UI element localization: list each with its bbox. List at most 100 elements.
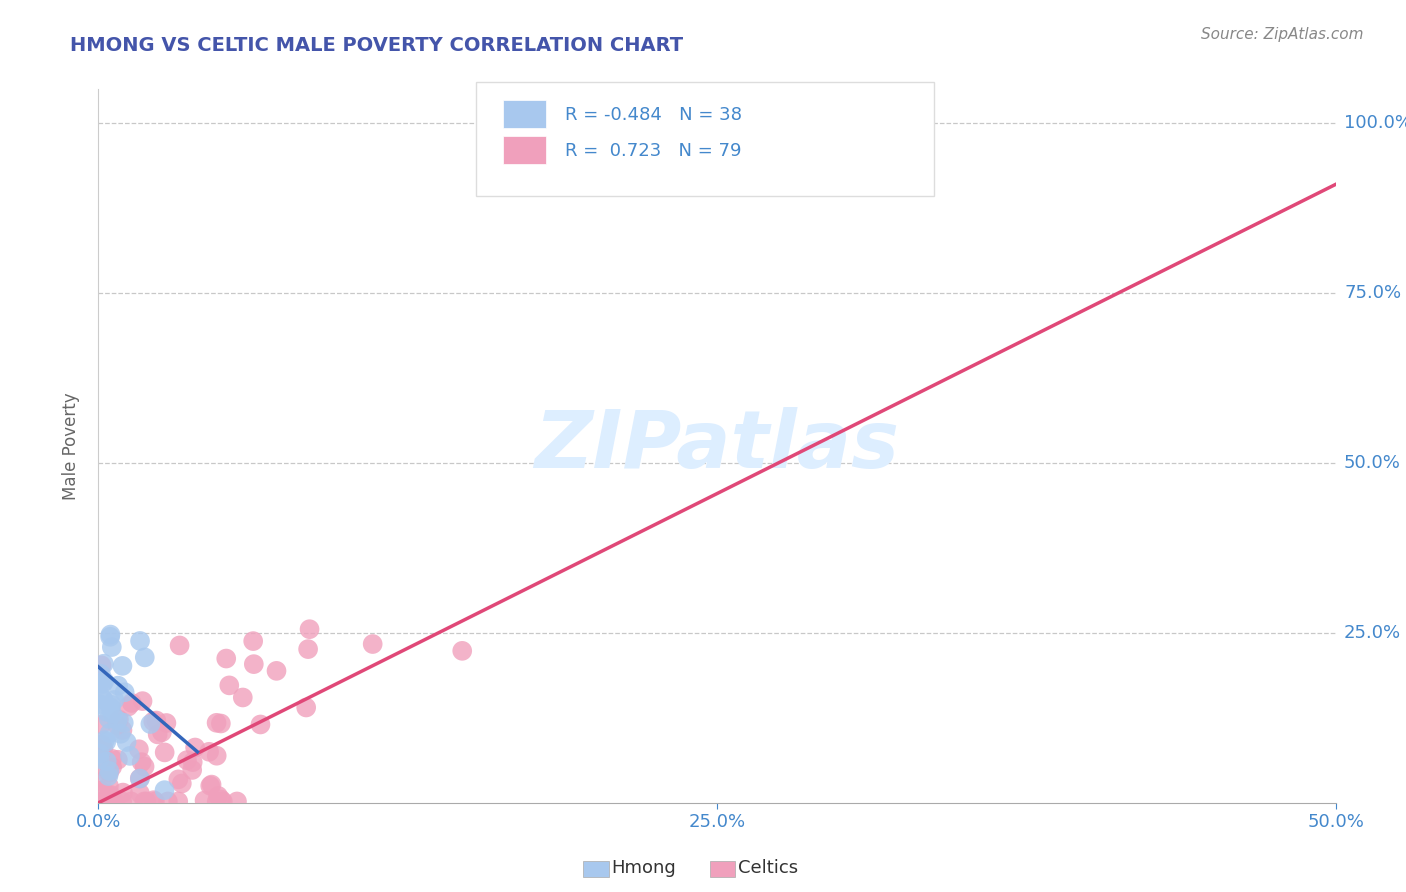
Point bbox=[156, 794, 179, 808]
Point bbox=[134, 794, 156, 808]
Point bbox=[98, 726, 121, 740]
Point bbox=[96, 755, 118, 769]
Point bbox=[215, 651, 238, 665]
Point bbox=[111, 723, 134, 737]
FancyBboxPatch shape bbox=[503, 136, 547, 164]
Point bbox=[100, 698, 122, 712]
Point bbox=[97, 769, 120, 783]
Point bbox=[90, 658, 112, 673]
Point bbox=[211, 794, 233, 808]
Point bbox=[146, 727, 169, 741]
Point bbox=[145, 714, 167, 728]
Point bbox=[131, 755, 153, 769]
Text: Celtics: Celtics bbox=[738, 859, 799, 877]
Point bbox=[167, 794, 190, 808]
Point bbox=[90, 738, 112, 752]
Point bbox=[129, 634, 152, 648]
Point bbox=[89, 675, 111, 690]
Point bbox=[176, 753, 198, 767]
Point bbox=[200, 779, 222, 793]
Point bbox=[98, 779, 121, 793]
Point bbox=[90, 783, 112, 797]
Point bbox=[93, 674, 115, 689]
Point bbox=[101, 640, 124, 654]
Point bbox=[142, 714, 165, 729]
Text: Source: ZipAtlas.com: Source: ZipAtlas.com bbox=[1201, 27, 1364, 42]
Text: HMONG VS CELTIC MALE POVERTY CORRELATION CHART: HMONG VS CELTIC MALE POVERTY CORRELATION… bbox=[70, 36, 683, 54]
Point bbox=[205, 748, 228, 763]
Point bbox=[205, 794, 228, 808]
Point bbox=[184, 740, 207, 755]
Point bbox=[100, 627, 122, 641]
Point bbox=[111, 786, 134, 800]
Point bbox=[90, 794, 112, 808]
Point bbox=[135, 794, 157, 808]
Point bbox=[96, 735, 118, 749]
Point bbox=[142, 793, 165, 807]
Point bbox=[297, 642, 319, 657]
Point bbox=[91, 741, 114, 756]
Point bbox=[134, 759, 156, 773]
Point bbox=[96, 705, 118, 719]
FancyBboxPatch shape bbox=[475, 82, 934, 196]
Point bbox=[139, 717, 162, 731]
Point bbox=[128, 772, 150, 786]
Point bbox=[100, 700, 122, 714]
Text: ZIPatlas: ZIPatlas bbox=[534, 407, 900, 485]
Point bbox=[89, 697, 111, 711]
Text: 75.0%: 75.0% bbox=[1344, 284, 1402, 302]
Point bbox=[232, 690, 254, 705]
Point bbox=[91, 690, 114, 705]
Point bbox=[117, 699, 139, 714]
Point bbox=[169, 639, 191, 653]
Point bbox=[100, 788, 122, 802]
Point bbox=[181, 763, 204, 777]
Point bbox=[101, 794, 124, 808]
Point bbox=[295, 700, 318, 714]
Point bbox=[193, 793, 215, 807]
Point bbox=[93, 794, 115, 808]
Point bbox=[89, 752, 111, 766]
Point bbox=[153, 783, 176, 797]
Point bbox=[107, 679, 129, 693]
FancyBboxPatch shape bbox=[503, 100, 547, 128]
Point bbox=[98, 630, 121, 644]
Point bbox=[90, 744, 112, 758]
Point bbox=[143, 794, 166, 808]
Text: 50.0%: 50.0% bbox=[1344, 454, 1400, 472]
Point bbox=[218, 678, 240, 692]
Point bbox=[111, 794, 134, 808]
Text: R =  0.723   N = 79: R = 0.723 N = 79 bbox=[565, 142, 741, 160]
Point bbox=[97, 789, 120, 803]
Point bbox=[93, 657, 115, 671]
Point bbox=[101, 794, 124, 808]
Text: R = -0.484   N = 38: R = -0.484 N = 38 bbox=[565, 106, 742, 124]
Point bbox=[134, 650, 156, 665]
Point bbox=[361, 637, 384, 651]
Text: 25.0%: 25.0% bbox=[1344, 624, 1402, 642]
Point bbox=[129, 772, 152, 786]
Point bbox=[170, 776, 193, 790]
Point bbox=[115, 735, 138, 749]
Y-axis label: Male Poverty: Male Poverty bbox=[62, 392, 80, 500]
Point bbox=[103, 693, 125, 707]
Point bbox=[155, 716, 177, 731]
Point bbox=[243, 657, 266, 672]
Point bbox=[104, 794, 127, 808]
Point bbox=[242, 634, 264, 648]
Point bbox=[91, 759, 114, 773]
Point bbox=[131, 694, 153, 708]
Point bbox=[266, 664, 288, 678]
Point bbox=[207, 789, 229, 803]
Point bbox=[167, 772, 190, 787]
Point bbox=[94, 733, 117, 747]
Point bbox=[451, 644, 474, 658]
Point bbox=[105, 718, 128, 732]
Point bbox=[91, 692, 114, 706]
Point bbox=[118, 748, 141, 763]
Point bbox=[181, 755, 204, 769]
Point bbox=[121, 696, 143, 710]
Point bbox=[101, 752, 124, 766]
Point bbox=[90, 746, 112, 760]
Point bbox=[107, 713, 129, 727]
